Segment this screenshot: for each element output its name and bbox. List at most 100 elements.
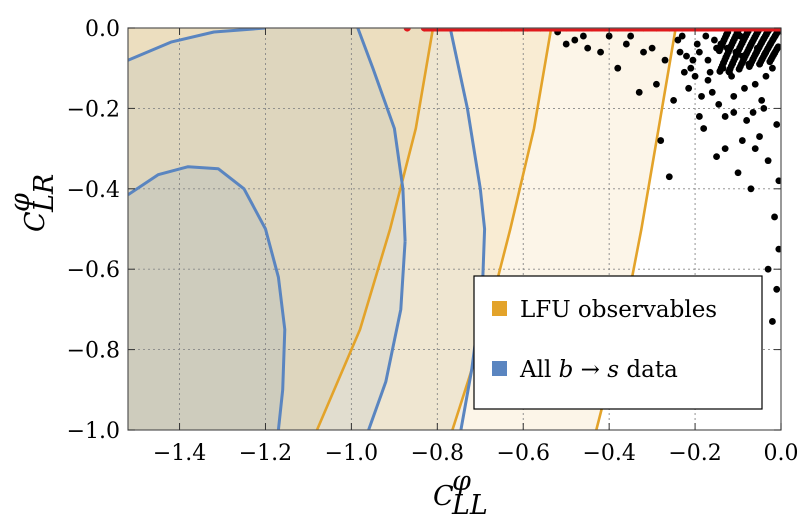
black-point — [751, 145, 759, 153]
bsdata-contour-2 — [128, 28, 266, 62]
legend-bsdata-part-4: s — [607, 357, 619, 383]
legend-bsdata-part-5: data — [619, 357, 678, 383]
bsdata-region-fills — [128, 28, 485, 430]
x-tick-label: −0.8 — [411, 441, 464, 466]
legend-bsdata-part-2: b — [559, 357, 574, 383]
red-point — [403, 28, 411, 32]
x-tick-label: −1.2 — [239, 441, 292, 466]
red-scatter-points — [403, 28, 781, 32]
bsdata-contour-3 — [356, 28, 407, 242]
bsdata-fill-1 — [128, 166, 285, 430]
black-point-cluster — [727, 43, 735, 51]
x-axis-label-sub: LL — [451, 490, 488, 520]
black-point — [676, 48, 684, 56]
plot-frame — [127, 27, 782, 431]
black-point-cluster — [716, 67, 724, 75]
black-point — [775, 245, 781, 253]
black-point — [704, 56, 712, 64]
black-point — [721, 145, 729, 153]
black-point — [760, 105, 768, 112]
black-point — [670, 96, 677, 104]
black-point-cluster — [735, 65, 743, 73]
black-point — [648, 44, 656, 52]
black-point — [711, 36, 718, 44]
black-point-cluster — [720, 36, 728, 44]
x-axis-title: C φ LL — [433, 466, 488, 520]
black-point-cluster — [747, 40, 755, 48]
black-point-cluster — [731, 54, 739, 62]
black-point — [695, 48, 703, 56]
black-point — [685, 84, 693, 92]
x-tick-label: −0.6 — [497, 441, 550, 466]
black-point — [702, 32, 710, 40]
legend-swatch-bsdata — [492, 361, 507, 376]
black-point — [734, 169, 742, 177]
y-axis-label-sub: LR — [29, 174, 60, 213]
y-tick-label: −0.8 — [67, 339, 120, 364]
black-point — [741, 84, 748, 92]
black-point-cluster — [724, 48, 732, 56]
x-tick-label: −1.4 — [153, 441, 206, 466]
black-point — [640, 48, 647, 56]
legend-box — [473, 275, 763, 410]
black-point — [773, 285, 781, 293]
black-point — [597, 48, 604, 56]
black-point — [743, 117, 751, 124]
black-point — [689, 56, 697, 64]
x-axis-label-main: C — [433, 481, 454, 512]
legend-bsdata-part-3: → — [573, 357, 607, 383]
black-point — [674, 36, 682, 44]
black-point — [704, 76, 712, 84]
black-point — [614, 64, 622, 72]
legend: LFU observables All b → s data — [473, 275, 763, 410]
black-point-cluster — [732, 33, 739, 40]
black-point-cluster — [725, 68, 733, 76]
legend-label-lfu: LFU observables — [520, 297, 717, 323]
legend-label-bsdata: All b → s data — [519, 357, 678, 383]
black-point — [700, 125, 708, 132]
black-point-cluster — [773, 45, 781, 53]
black-point — [687, 64, 695, 72]
black-point — [756, 133, 763, 140]
black-point-cluster — [715, 47, 723, 55]
axis-ticks: −1.4 −1.2 −1.0 −0.8 −0.6 −0.4 −0.2 0.0 0.0 −0.2 −0… — [67, 17, 799, 466]
black-point — [749, 109, 757, 116]
black-point-cluster — [770, 51, 777, 59]
bsdata-contour-lines — [128, 28, 487, 430]
bsdata-contour-4 — [367, 241, 407, 430]
y-axis-label-main: C — [20, 211, 51, 232]
black-point — [769, 64, 776, 72]
black-point — [713, 153, 720, 161]
legend-bsdata-part-1: All — [519, 357, 559, 383]
lfu-fill-1 — [128, 28, 433, 430]
y-tick-label: −0.6 — [67, 258, 120, 283]
black-point — [738, 137, 746, 144]
black-point — [571, 36, 579, 44]
black-point — [762, 72, 770, 80]
black-point-cluster — [738, 60, 745, 68]
black-point — [693, 40, 701, 48]
black-point — [665, 173, 673, 181]
black-point — [691, 72, 699, 80]
black-point-cluster — [761, 51, 768, 59]
grid-lines — [128, 28, 781, 430]
legend-swatch-lfu — [492, 301, 507, 316]
x-axis-label-sup: φ — [452, 466, 471, 497]
black-point — [771, 213, 778, 221]
black-point — [751, 80, 759, 88]
black-point-cluster — [738, 39, 746, 47]
y-tick-label: −1.0 — [67, 419, 120, 444]
black-point — [721, 113, 729, 120]
black-point — [698, 92, 705, 100]
black-point — [775, 177, 781, 185]
black-point-cluster — [722, 53, 730, 61]
y-tick-label: −0.2 — [67, 97, 120, 122]
black-point — [653, 80, 660, 88]
bsdata-contour-1 — [128, 165, 287, 430]
y-tick-label: 0.0 — [85, 17, 120, 42]
black-point — [680, 68, 688, 76]
lfu-fill-2 — [128, 28, 552, 430]
black-point-cluster — [718, 41, 726, 49]
black-point-cluster — [723, 31, 730, 39]
black-point-cluster — [720, 59, 727, 67]
